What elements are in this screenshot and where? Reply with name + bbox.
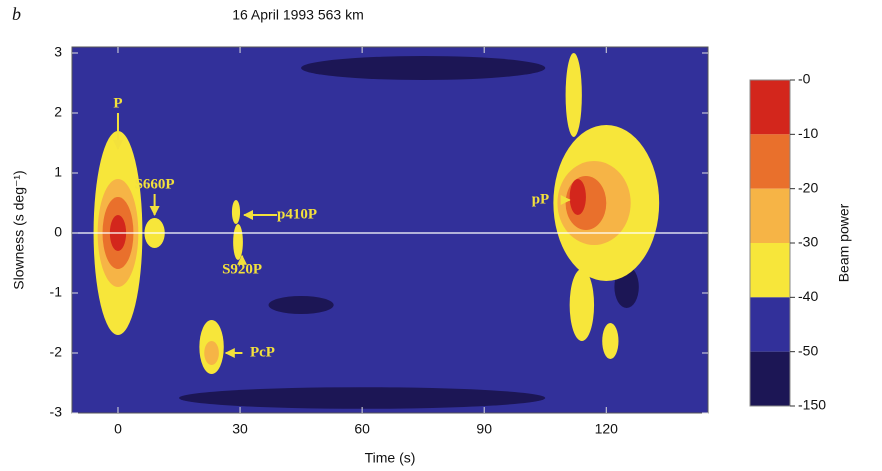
y-tick-label: 0 bbox=[54, 224, 62, 240]
annotation-label: PcP bbox=[250, 344, 275, 360]
annotation-label: S660P bbox=[135, 176, 175, 192]
power-patch bbox=[268, 296, 334, 314]
power-patch bbox=[233, 224, 243, 260]
power-patch bbox=[231, 200, 241, 224]
x-axis-label: Time (s) bbox=[365, 450, 416, 466]
y-axis-label: Slowness (s deg⁻¹) bbox=[11, 170, 27, 289]
overlay: 0 30 60 90 120 3 2 1 0 -1 -2 -3 P S660P p410P S920P PcP p… bbox=[50, 44, 852, 437]
power-patch bbox=[569, 179, 586, 215]
x-tick-label: 120 bbox=[595, 421, 619, 437]
power-patch bbox=[565, 53, 582, 137]
power-patch bbox=[204, 341, 219, 365]
colorbar-tick-label: -30 bbox=[798, 234, 818, 250]
colorbar-tick-label: -0 bbox=[798, 71, 811, 87]
y-tick-label: -1 bbox=[50, 284, 63, 300]
power-patch bbox=[602, 323, 619, 359]
y-tick-label: 2 bbox=[54, 104, 62, 120]
y-tick-label: -3 bbox=[50, 404, 63, 420]
colorbar-band bbox=[750, 243, 790, 298]
colorbar-band bbox=[750, 134, 790, 189]
annotation-label: p410P bbox=[277, 206, 317, 222]
y-tick-label: -2 bbox=[50, 344, 63, 360]
colorbar-tick-label: -40 bbox=[798, 288, 818, 304]
chart-title: 16 April 1993 563 km bbox=[232, 7, 364, 23]
y-tick-label: 1 bbox=[54, 164, 62, 180]
annotation-label: P bbox=[113, 95, 122, 111]
power-patch bbox=[569, 269, 595, 341]
y-tick-label: 3 bbox=[54, 44, 62, 60]
colorbar-tick-label: -10 bbox=[798, 125, 818, 141]
colorbar-band bbox=[750, 188, 790, 243]
plot-area bbox=[72, 47, 708, 413]
plot-frame bbox=[71, 46, 709, 414]
colorbar-tick-label: -50 bbox=[798, 342, 818, 358]
annotation-label: pP bbox=[532, 191, 550, 207]
x-tick-label: 0 bbox=[114, 421, 122, 437]
colorbar-tick-label: -150 bbox=[798, 397, 826, 413]
annotation-label: S920P bbox=[222, 262, 262, 278]
colorbar-band bbox=[750, 80, 790, 135]
x-tick-label: 60 bbox=[354, 421, 370, 437]
x-tick-label: 30 bbox=[232, 421, 248, 437]
power-patch bbox=[301, 56, 546, 80]
colorbar-band bbox=[750, 297, 790, 352]
panel-label: b bbox=[12, 4, 21, 24]
colorbar-band bbox=[750, 351, 790, 406]
x-tick-label: 90 bbox=[476, 421, 492, 437]
colorbar-tick-label: -20 bbox=[798, 179, 818, 195]
power-patch bbox=[179, 387, 546, 409]
colorbar-label: Beam power bbox=[836, 203, 852, 282]
